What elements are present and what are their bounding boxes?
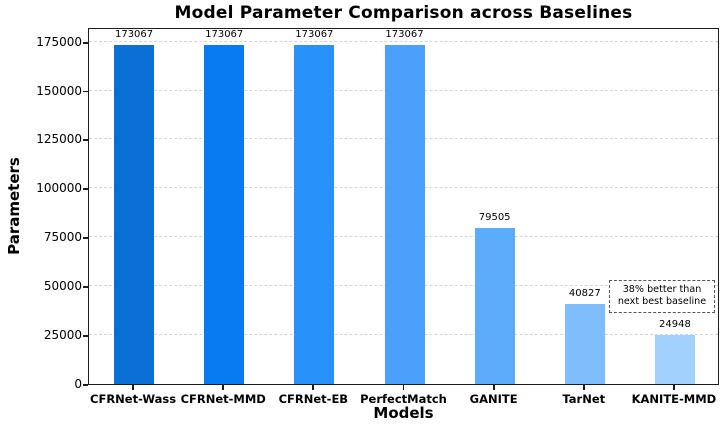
bar-value-label: 173067	[114, 29, 154, 41]
y-tick-label: 175000	[36, 34, 82, 49]
y-tick-label: 0	[74, 377, 82, 391]
bar-cfrnet-eb	[294, 45, 335, 384]
annotation-line1: 38% better than	[622, 284, 702, 295]
x-tick-mark	[672, 385, 675, 390]
x-axis-label: Models	[373, 404, 434, 422]
x-tick-mark	[582, 385, 585, 390]
y-tick-label: 50000	[43, 279, 82, 294]
x-tick-label: GANITE	[469, 392, 518, 406]
bar-value-label: 173067	[385, 29, 424, 41]
bar-tarnet	[564, 304, 605, 384]
y-tick-mark	[83, 41, 88, 44]
gridline	[89, 40, 718, 42]
y-tick-mark	[83, 335, 88, 337]
plot-area: 38% better than next best baseline 17306…	[88, 28, 719, 385]
bar-ganite	[474, 228, 515, 384]
bar-value-label: 79505	[478, 212, 511, 224]
bar-perfectmatch	[384, 45, 425, 384]
bar-cfrnet-wass	[114, 45, 155, 384]
bar-cfrnet-mmd	[204, 45, 245, 384]
y-tick-label: 25000	[43, 328, 82, 343]
y-tick-mark	[83, 188, 88, 191]
x-tick-mark	[222, 385, 225, 390]
x-tick-mark	[492, 385, 495, 390]
y-tick-mark	[83, 286, 88, 289]
annotation-box: 38% better than next best baseline	[609, 280, 715, 313]
x-tick-label: PerfectMatch	[360, 392, 447, 406]
y-tick-label: 75000	[43, 230, 82, 245]
x-tick-label: CFRNet-Wass	[90, 392, 177, 406]
y-tick-mark	[83, 139, 88, 142]
x-tick-label: TarNet	[562, 392, 606, 406]
bar-value-label: 24948	[659, 319, 691, 331]
x-tick-label: KANITE-MMD	[631, 392, 717, 406]
chart-title: Model Parameter Comparison across Baseli…	[174, 3, 633, 23]
x-tick-label: CFRNet-EB	[278, 392, 349, 406]
bar-value-label: 173067	[205, 29, 244, 41]
x-tick-mark	[132, 385, 134, 390]
y-tick-mark	[83, 384, 88, 386]
annotation-line2: next best baseline	[617, 296, 707, 308]
y-tick-mark	[83, 90, 88, 93]
y-tick-label: 150000	[36, 83, 82, 98]
bar-kanite-mmd	[654, 335, 695, 384]
bar-value-label: 173067	[295, 29, 334, 41]
x-tick-label: CFRNet-MMD	[180, 392, 266, 406]
y-tick-label: 125000	[36, 132, 82, 147]
y-tick-label: 100000	[36, 181, 82, 196]
x-tick-mark	[312, 385, 315, 390]
y-tick-mark	[83, 237, 88, 240]
bar-value-label: 40827	[568, 288, 601, 300]
x-tick-mark	[402, 385, 405, 390]
